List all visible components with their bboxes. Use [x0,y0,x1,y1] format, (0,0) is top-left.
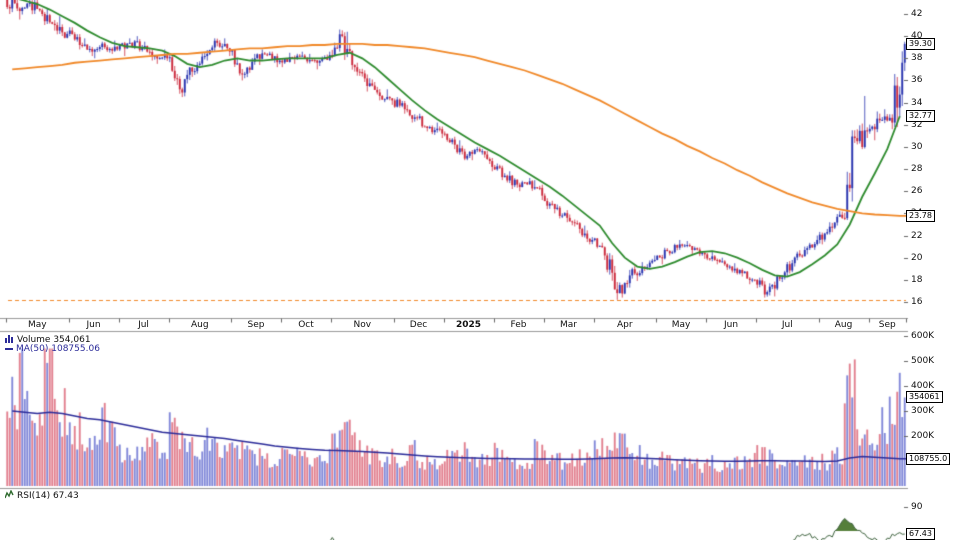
price-axis-tick: 18 [911,274,923,285]
price-axis-tick: 36 [911,75,923,86]
price-axis-tick: 40 [911,31,923,42]
price-axis-tick: 42 [911,9,923,19]
month-label: Mar [560,320,577,330]
price-axis-tick: 26 [911,186,923,197]
month-label: Sep [878,320,896,330]
month-label: Nov [353,320,372,330]
month-label: Oct [298,320,314,330]
month-label: Jun [723,320,739,330]
last-price-box: 39.30 [906,38,935,50]
month-label: Apr [616,320,633,330]
volume-label-text: Volume 354,061 [17,335,91,345]
volume-axis-tick: 300K [911,406,935,416]
month-label: Jul [781,320,793,330]
volume-axis-tick: 200K [911,431,935,441]
price-axis-tick: 28 [911,164,923,175]
price-axis-tick: 16 [911,297,923,307]
last-volume-box: 354061 [906,391,943,403]
price-axis-tick: 32 [911,119,923,130]
ma-slow-value-box: 23.78 [906,210,935,222]
volume-axis-tick: 600K [911,331,935,341]
price-axis-tick: 22 [911,230,923,241]
month-label: 2025 [455,320,482,330]
price-axis-tick: 38 [911,53,923,64]
volume-ma-line-swatch [5,348,13,350]
month-label: May [671,320,691,330]
month-label: Sep [247,320,265,330]
price-axis-tick: 20 [911,252,923,263]
rsi-label-text: RSI(14) 67.43 [17,491,79,501]
month-label: May [27,320,47,330]
volume-axis-tick: 500K [911,356,935,366]
volume-ma-label: MA(50) 108755.06 [5,344,100,354]
price-axis-tick: 34 [911,97,923,108]
month-label: Feb [510,320,527,330]
ma-fast-value-box: 32.77 [906,110,935,122]
volume-panel-label: Volume 354,061 [5,334,91,346]
volume-axis-tick: 400K [911,381,935,391]
volume-bars-icon [5,334,14,346]
rsi-line-icon [4,489,14,502]
rsi-value-box: 67.43 [906,528,935,540]
month-label: Aug [834,320,853,330]
price-axis-tick: 30 [911,141,923,152]
rsi-panel-label: RSI(14) 67.43 [4,489,79,502]
volume-ma-label-text: MA(50) 108755.06 [16,344,100,354]
rsi-axis-tick: 90 [911,502,923,512]
month-label: Jun [86,320,101,330]
volume-ma-value-box: 108755.0 [906,453,951,465]
month-label: Aug [190,320,209,330]
month-label: Dec [409,320,428,330]
month-label: Jul [138,320,149,330]
